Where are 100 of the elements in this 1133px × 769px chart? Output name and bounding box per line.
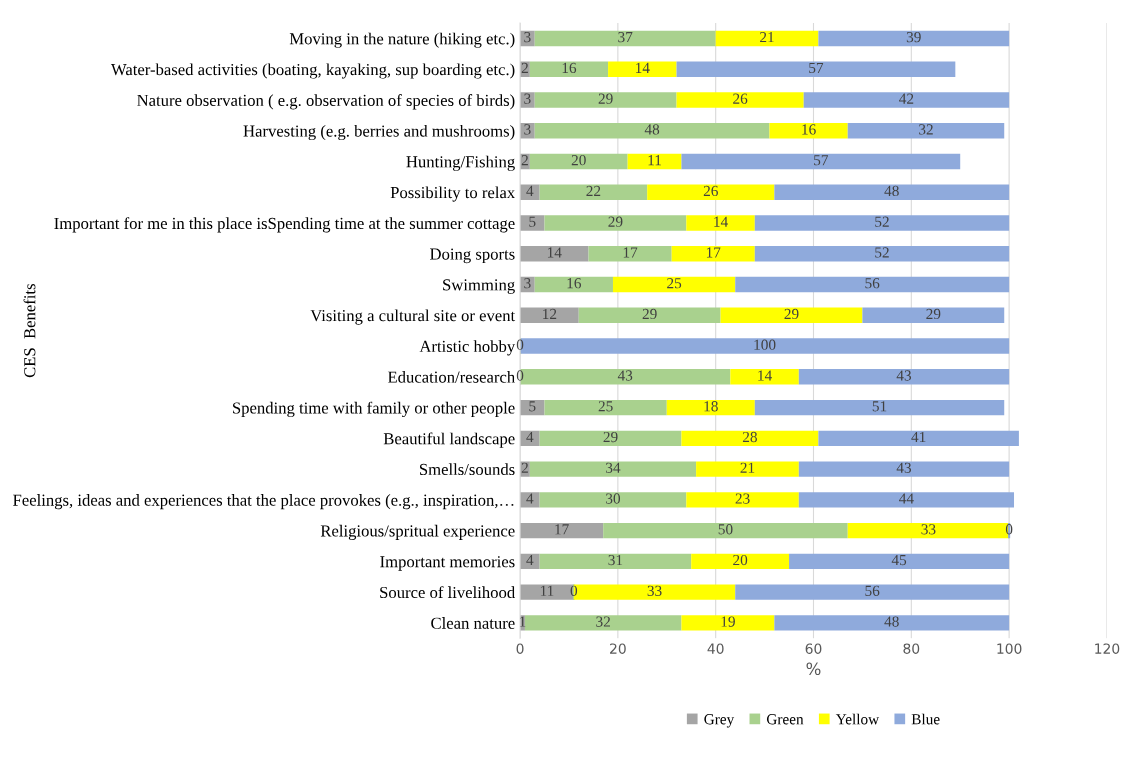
bar bbox=[647, 184, 775, 200]
data-label: 21 bbox=[760, 32, 774, 43]
x-tick-label: 80 bbox=[903, 643, 920, 654]
data-label: 33 bbox=[647, 585, 662, 596]
bar bbox=[691, 553, 790, 570]
data-label: 17 bbox=[555, 524, 569, 535]
data-label: 33 bbox=[921, 524, 936, 535]
bar bbox=[769, 123, 848, 139]
data-label: 57 bbox=[809, 62, 824, 74]
y-tick-label: Hunting/Fishing bbox=[406, 155, 515, 171]
data-label: 3 bbox=[524, 32, 531, 43]
bar bbox=[520, 246, 589, 262]
data-label: 20 bbox=[733, 554, 748, 566]
data-label: 29 bbox=[642, 308, 657, 320]
data-label: 51 bbox=[872, 401, 887, 412]
data-label: 22 bbox=[586, 185, 601, 196]
data-label: 41 bbox=[911, 431, 926, 442]
bar bbox=[696, 461, 799, 477]
bar bbox=[520, 215, 545, 231]
data-label: 5 bbox=[529, 216, 536, 227]
data-label: 14 bbox=[758, 370, 772, 381]
data-label: 21 bbox=[740, 462, 755, 473]
bar bbox=[715, 30, 819, 47]
data-label: 48 bbox=[644, 124, 660, 135]
data-label: 31 bbox=[608, 554, 623, 566]
bar bbox=[798, 369, 1010, 385]
bar bbox=[539, 430, 682, 447]
bar bbox=[529, 61, 609, 77]
data-label: 4 bbox=[526, 185, 534, 196]
data-label: 48 bbox=[884, 185, 899, 197]
x-tick-label: 120 bbox=[1095, 643, 1120, 654]
y-tick-label: Doing sports bbox=[430, 248, 515, 264]
y-tick-label: Education/research bbox=[387, 371, 515, 383]
data-label: 1 bbox=[520, 616, 526, 627]
data-label: 26 bbox=[703, 185, 718, 197]
data-label: 14 bbox=[547, 247, 562, 258]
bar bbox=[544, 399, 667, 416]
data-label: 29 bbox=[608, 216, 623, 227]
bar bbox=[818, 30, 1010, 47]
data-label: 11 bbox=[648, 155, 661, 166]
bar bbox=[789, 553, 1010, 570]
legend-label: Grey bbox=[704, 714, 735, 728]
bar bbox=[818, 430, 1019, 447]
data-label: 16 bbox=[567, 278, 582, 289]
data-label: 17 bbox=[706, 247, 721, 258]
y-tick-label: Feelings, ideas and experiences that the place provokes (e.g., inspiration,… bbox=[13, 494, 514, 510]
data-label: 0 bbox=[516, 370, 524, 381]
data-label: 29 bbox=[603, 431, 618, 443]
bar bbox=[534, 276, 613, 293]
bar bbox=[588, 246, 672, 262]
data-label: 25 bbox=[598, 401, 613, 412]
data-label: 57 bbox=[814, 155, 829, 166]
bar bbox=[774, 184, 1010, 200]
y-tick-label: Moving in the nature (hiking etc.) bbox=[289, 32, 515, 48]
data-label: 32 bbox=[919, 124, 933, 135]
data-label: 2 bbox=[521, 62, 528, 73]
bar bbox=[520, 399, 545, 416]
bar bbox=[612, 276, 736, 293]
bar bbox=[534, 30, 716, 47]
bar bbox=[520, 307, 579, 323]
data-label: 4 bbox=[526, 554, 534, 566]
bar bbox=[681, 153, 961, 170]
bar bbox=[803, 92, 1010, 108]
y-axis-title: CES Benefits bbox=[23, 284, 36, 378]
bar bbox=[671, 246, 755, 262]
data-label: 2 bbox=[521, 462, 528, 473]
legend-label: Green bbox=[766, 714, 804, 725]
data-label: 43 bbox=[617, 370, 633, 381]
data-label: 19 bbox=[721, 616, 735, 627]
bar bbox=[524, 615, 682, 631]
data-label: 44 bbox=[899, 493, 914, 504]
data-label: 56 bbox=[865, 278, 880, 289]
bar bbox=[539, 553, 692, 570]
data-label: 29 bbox=[598, 93, 613, 104]
bar bbox=[847, 123, 1005, 139]
y-tick-label: Smells/sounds bbox=[419, 463, 515, 476]
y-tick-label: Important memories bbox=[380, 556, 515, 571]
bar bbox=[520, 492, 540, 508]
bar bbox=[686, 492, 799, 508]
y-tick-label: Spending time with family or other people bbox=[233, 401, 515, 418]
bar bbox=[720, 307, 863, 323]
data-label: 26 bbox=[733, 93, 748, 104]
bar bbox=[534, 123, 770, 139]
data-label: 30 bbox=[606, 493, 621, 504]
data-label: 14 bbox=[714, 216, 728, 227]
data-label: 4 bbox=[526, 431, 534, 442]
bar bbox=[666, 399, 755, 416]
data-label: 23 bbox=[735, 493, 750, 504]
bar bbox=[520, 522, 604, 539]
data-label: 17 bbox=[623, 247, 638, 258]
y-tick-label: Swimming bbox=[443, 279, 515, 294]
data-label: 29 bbox=[926, 308, 941, 320]
bar bbox=[676, 61, 956, 77]
y-tick-label: Artistic hobby bbox=[419, 340, 516, 356]
y-tick-label: Beautiful landscape bbox=[383, 432, 515, 448]
y-tick-label: Important for me in this place isSpending time at the summer cottage bbox=[54, 217, 515, 233]
y-tick-label: Visiting a cultural site or event bbox=[310, 309, 516, 325]
data-label: 45 bbox=[891, 554, 907, 566]
x-tick-label: 60 bbox=[805, 643, 822, 654]
bar bbox=[798, 461, 1010, 477]
